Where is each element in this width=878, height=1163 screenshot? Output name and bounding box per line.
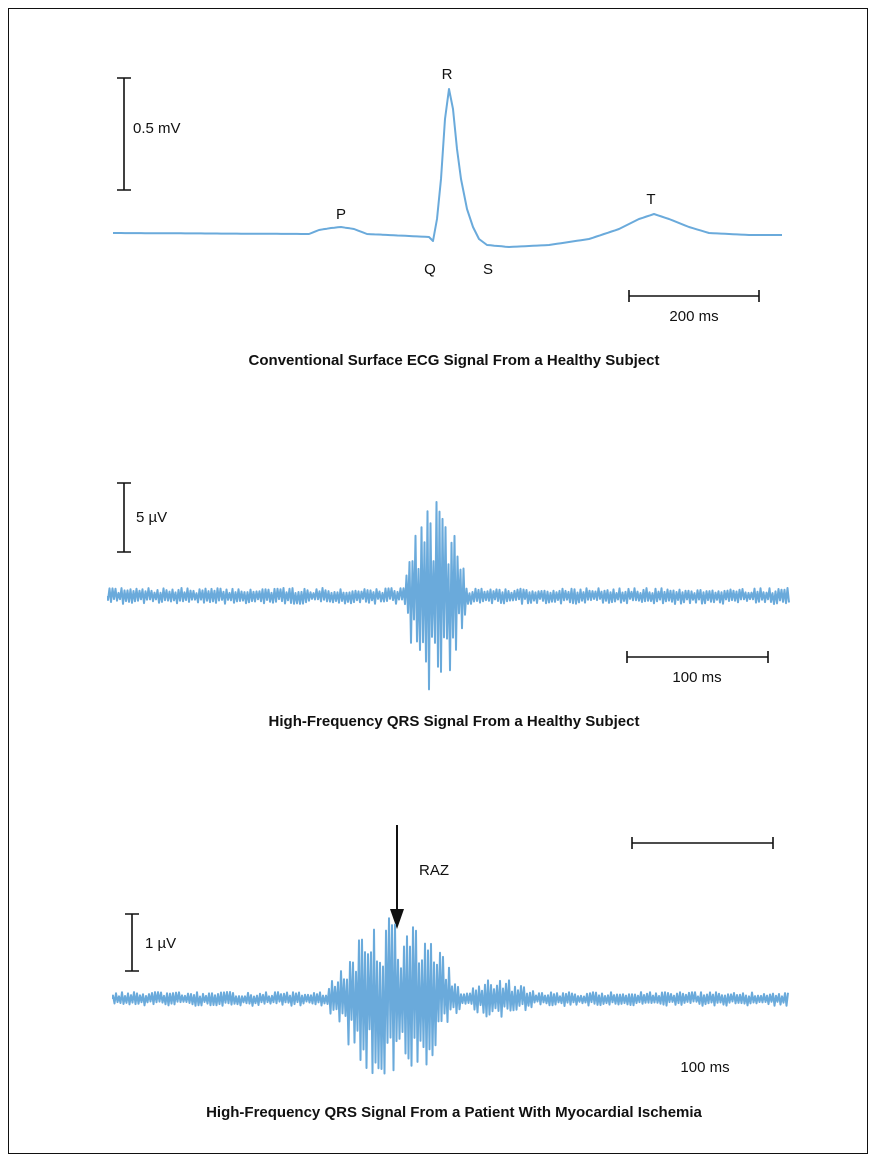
hf-qrs-trace: [112, 917, 789, 1075]
q-wave-label: Q: [424, 261, 436, 278]
amplitude-scale-label: 1 µV: [145, 935, 176, 952]
time-scale-label: 100 ms: [680, 1059, 729, 1076]
panel-caption: Conventional Surface ECG Signal From a H…: [249, 352, 660, 369]
amplitude-scale-bar: [117, 77, 131, 191]
ecg-trace: [113, 88, 782, 248]
time-scale-bar: [631, 837, 774, 849]
ecg-figure-canvas: 0.5 mV P Q R S T 200 ms Conventional Sur…: [107, 66, 790, 1121]
time-scale-label: 200 ms: [669, 308, 718, 325]
raz-label: RAZ: [419, 862, 449, 879]
panel-conventional-ecg: 0.5 mV P Q R S T 200 ms Conventional Sur…: [113, 66, 782, 369]
p-wave-label: P: [336, 206, 346, 223]
r-wave-label: R: [442, 66, 453, 83]
amplitude-scale-bar: [125, 913, 139, 972]
panel-hf-qrs-ischemia: 1 µV RAZ 100 ms High-Frequency QRS Signa…: [112, 825, 789, 1121]
s-wave-label: S: [483, 261, 493, 278]
panel-hf-qrs-healthy: 5 µV 100 ms High-Frequency QRS Signal Fr…: [107, 482, 790, 730]
ecg-figure: 0.5 mV P Q R S T 200 ms Conventional Sur…: [8, 8, 868, 1154]
time-scale-label: 100 ms: [672, 669, 721, 686]
amplitude-scale-label: 5 µV: [136, 509, 167, 526]
raz-arrow-icon: [390, 909, 404, 929]
hf-qrs-trace: [107, 501, 790, 691]
amplitude-scale-label: 0.5 mV: [133, 120, 181, 137]
amplitude-scale-bar: [117, 482, 131, 553]
time-scale-bar: [626, 651, 769, 663]
panel-caption: High-Frequency QRS Signal From a Healthy…: [269, 713, 640, 730]
time-scale-bar: [628, 290, 760, 302]
panel-caption: High-Frequency QRS Signal From a Patient…: [206, 1104, 702, 1121]
t-wave-label: T: [646, 191, 655, 208]
